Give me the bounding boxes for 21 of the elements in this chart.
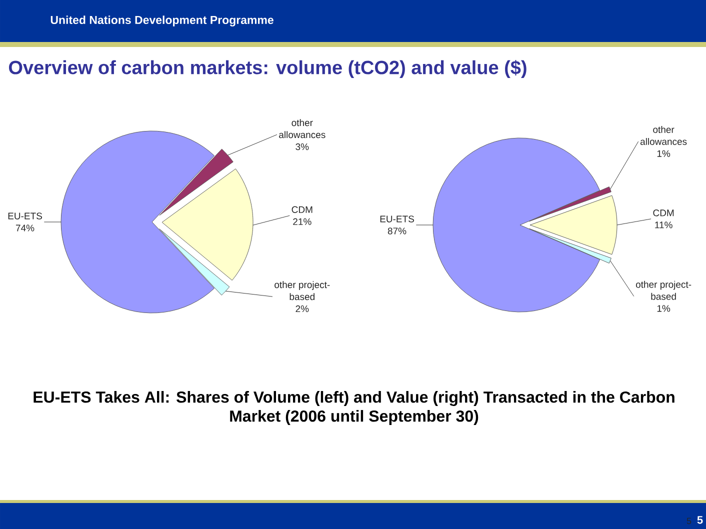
text: EU-ETS Takes All: Shares of Volume (left) and Value (right) Transacted in the Carbon Market (2006 until September 30) — [34, 391, 674, 425]
slice-label: EU-ETS — [8, 212, 42, 220]
slice-label: other allowances — [279, 119, 326, 138]
slice-label: CDM — [653, 210, 674, 216]
slice-label: other project-based — [274, 281, 330, 300]
data-label: 3% — [296, 143, 309, 150]
data-label: 2% — [296, 305, 309, 312]
data-label: 74% — [16, 224, 34, 232]
data-label: 21% — [293, 218, 312, 225]
slice-label: EU-ETS — [380, 216, 414, 222]
data-label: 11% — [655, 222, 672, 228]
slice-label: CDM — [292, 206, 312, 213]
slice-label: other project-based — [636, 280, 692, 300]
data-label: 87% — [388, 228, 406, 234]
data-label: 1% — [657, 150, 670, 157]
slice-label: other allowances — [640, 126, 687, 145]
data-label: 1% — [657, 305, 670, 312]
text: United Nations Development Programme — [50, 16, 274, 26]
chart-title: Overview of carbon markets: volume (tCO2) and value ($) — [8, 60, 526, 78]
text: 5 — [697, 516, 703, 524]
text: 5 — [686, 518, 692, 524]
